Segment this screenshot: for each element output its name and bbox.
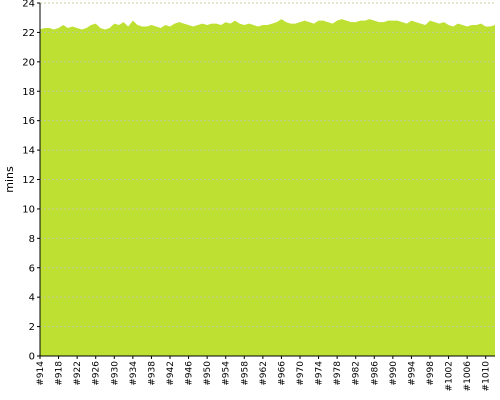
y-tick-label: 18 [22,87,35,98]
y-tick-label: 2 [29,322,35,333]
y-tick-label: 0 [29,352,35,363]
x-tick-label: #950 [203,361,213,386]
mins-area [40,19,495,357]
x-tick-label: #922 [73,361,83,386]
x-tick-labels: #914 #918 #922 #926 #930 #934 #938 #942 #946 #950… [36,356,492,391]
y-tick-label: 14 [22,146,35,157]
x-tick-label: #1006 [463,361,473,392]
x-tick-label: #994 [407,361,417,386]
x-tick-label: #982 [352,361,362,386]
x-tick-label: #954 [222,361,232,386]
area-series [40,19,495,357]
x-tick-label: #930 [110,361,120,386]
y-axis-label: mins [3,166,16,193]
x-tick-label: #934 [129,361,139,386]
x-tick-label: #974 [315,361,325,386]
y-tick-label: 6 [29,263,35,274]
x-tick-label: #942 [166,361,176,386]
x-tick-label: #938 [147,361,157,386]
y-tick-label: 12 [22,175,35,186]
x-tick-label: #966 [277,361,287,386]
x-tick-label: #970 [296,361,306,386]
x-tick-label: #926 [92,361,102,386]
x-tick-label: #1002 [445,361,455,391]
y-tick-label: 10 [22,204,35,215]
y-tick-label: 4 [29,293,35,304]
x-tick-label: #986 [370,361,380,386]
y-tick-label: 20 [22,57,35,68]
y-tick-label: 8 [29,234,35,245]
y-tick-label: 22 [22,28,35,39]
x-tick-label: #914 [36,361,46,386]
y-tick-label: 24 [22,0,35,10]
y-tick-label: 16 [22,116,35,127]
x-tick-label: #958 [240,361,250,386]
x-tick-label: #918 [55,361,65,386]
x-tick-label: #946 [185,361,195,386]
x-tick-label: #1010 [482,361,492,392]
x-tick-label: #978 [333,361,343,386]
x-tick-label: #990 [389,361,399,386]
x-tick-label: #998 [426,361,436,386]
x-tick-label: #962 [259,361,269,386]
